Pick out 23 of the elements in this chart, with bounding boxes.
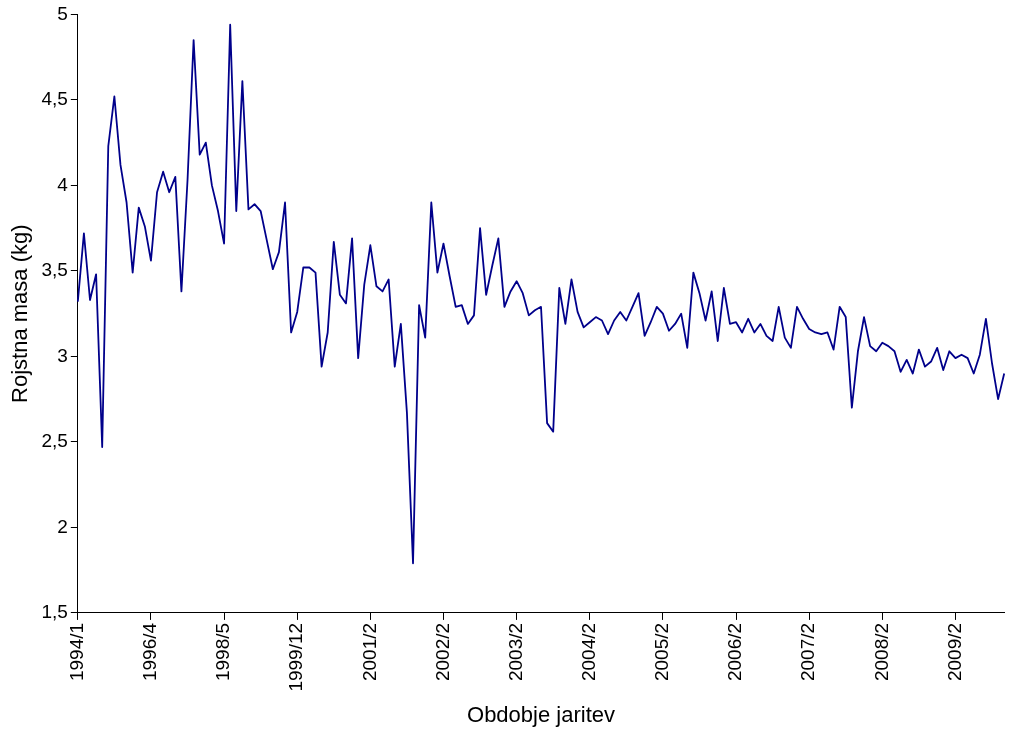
x-tick-label: 2004/2 — [578, 622, 599, 682]
x-tick-label: 2008/2 — [870, 622, 892, 682]
y-tick-label: 3,5 — [41, 259, 68, 281]
x-tick-label: 2001/2 — [358, 622, 380, 682]
x-tick-label: 1998/5 — [212, 622, 234, 682]
x-tick-label: 2007/2 — [797, 622, 819, 682]
x-tick-label: 2005/2 — [651, 622, 673, 682]
y-tick-label: 4 — [57, 173, 69, 195]
x-axis-title: Obdobje jaritev — [467, 701, 615, 727]
x-tick-label: 2003/2 — [504, 622, 526, 682]
y-tick-label: 2 — [57, 515, 68, 537]
x-tick-label: 1999/12 — [285, 622, 307, 692]
x-tick-label: 1996/4 — [139, 622, 161, 682]
y-tick-label: 4,5 — [41, 88, 68, 110]
x-tick-label: 2002/2 — [431, 622, 453, 682]
x-tick-label: 2006/2 — [724, 622, 746, 682]
x-tick-label: 1994/1 — [66, 622, 88, 682]
y-axis-title: Rojstna masa (kg) — [7, 224, 33, 403]
y-tick-label: 1,5 — [41, 601, 68, 623]
y-tick-label: 2,5 — [41, 430, 68, 452]
x-tick-label: 2009/2 — [943, 622, 965, 682]
y-tick-label: 5 — [57, 2, 68, 24]
y-tick-label: 3 — [57, 344, 68, 366]
